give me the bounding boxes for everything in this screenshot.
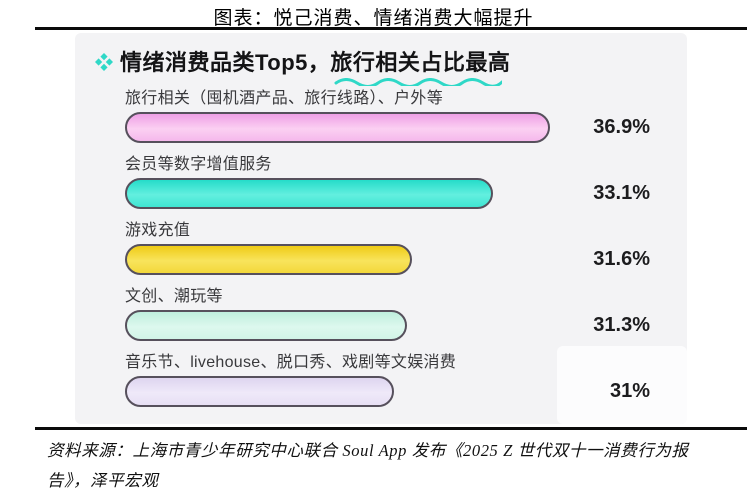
bar-label-merch: 文创、潮玩等: [125, 288, 223, 305]
bar-merch: [125, 310, 407, 341]
source-note: 资料来源：上海市青少年研究中心联合 Soul App 发布《2025 Z 世代双…: [47, 441, 689, 488]
bar-value-merch: 31.3%: [593, 314, 650, 336]
bar-entertainment: [125, 376, 394, 407]
chart-row-game: 游戏充值 31.6%: [125, 221, 687, 287]
bottom-divider: [35, 427, 747, 430]
figure-title: 图表：悦己消费、情绪消费大幅提升: [213, 8, 534, 29]
top-divider: [35, 27, 747, 30]
sparkle-diamond-icon: [95, 53, 113, 71]
chart-heading: 情绪消费品类Top5，旅行相关占比最高: [95, 45, 510, 86]
bar-value-travel: 36.9%: [593, 116, 650, 138]
bar-label-game: 游戏充值: [125, 222, 191, 239]
chart-title-part2: 旅行相关占比最高: [330, 45, 510, 86]
chart-row-merch: 文创、潮玩等 31.3%: [125, 287, 687, 353]
chart-title: 情绪消费品类Top5，旅行相关占比最高: [120, 45, 510, 86]
bar-label-membership: 会员等数字增值服务: [125, 156, 272, 173]
bar-membership: [125, 178, 493, 209]
chart-title-part1: 情绪消费品类Top5，: [120, 50, 331, 75]
bar-list: 旅行相关（囤机酒产品、旅行线路）、户外等 36.9% 会员等数字增值服务 33.…: [125, 89, 687, 419]
chart-row-travel: 旅行相关（囤机酒产品、旅行线路）、户外等 36.9%: [125, 89, 687, 155]
chart-row-membership: 会员等数字增值服务 33.1%: [125, 155, 687, 221]
chart-card: 情绪消费品类Top5，旅行相关占比最高 旅行相关（囤机酒产品、旅行线路）、户外等…: [75, 33, 687, 424]
bar-value-entertainment: 31%: [609, 380, 650, 402]
chart-row-entertainment: 音乐节、livehouse、脱口秀、戏剧等文娱消费 31%: [125, 353, 687, 419]
bar-value-membership: 33.1%: [593, 182, 650, 204]
wavy-underline: [334, 78, 503, 86]
bar-label-travel: 旅行相关（囤机酒产品、旅行线路）、户外等: [125, 90, 444, 107]
bar-value-game: 31.6%: [593, 248, 650, 270]
bar-game: [125, 244, 412, 275]
bar-travel: [125, 112, 550, 143]
bar-label-entertainment: 音乐节、livehouse、脱口秀、戏剧等文娱消费: [125, 354, 457, 371]
card-corner-patch: [557, 346, 687, 424]
